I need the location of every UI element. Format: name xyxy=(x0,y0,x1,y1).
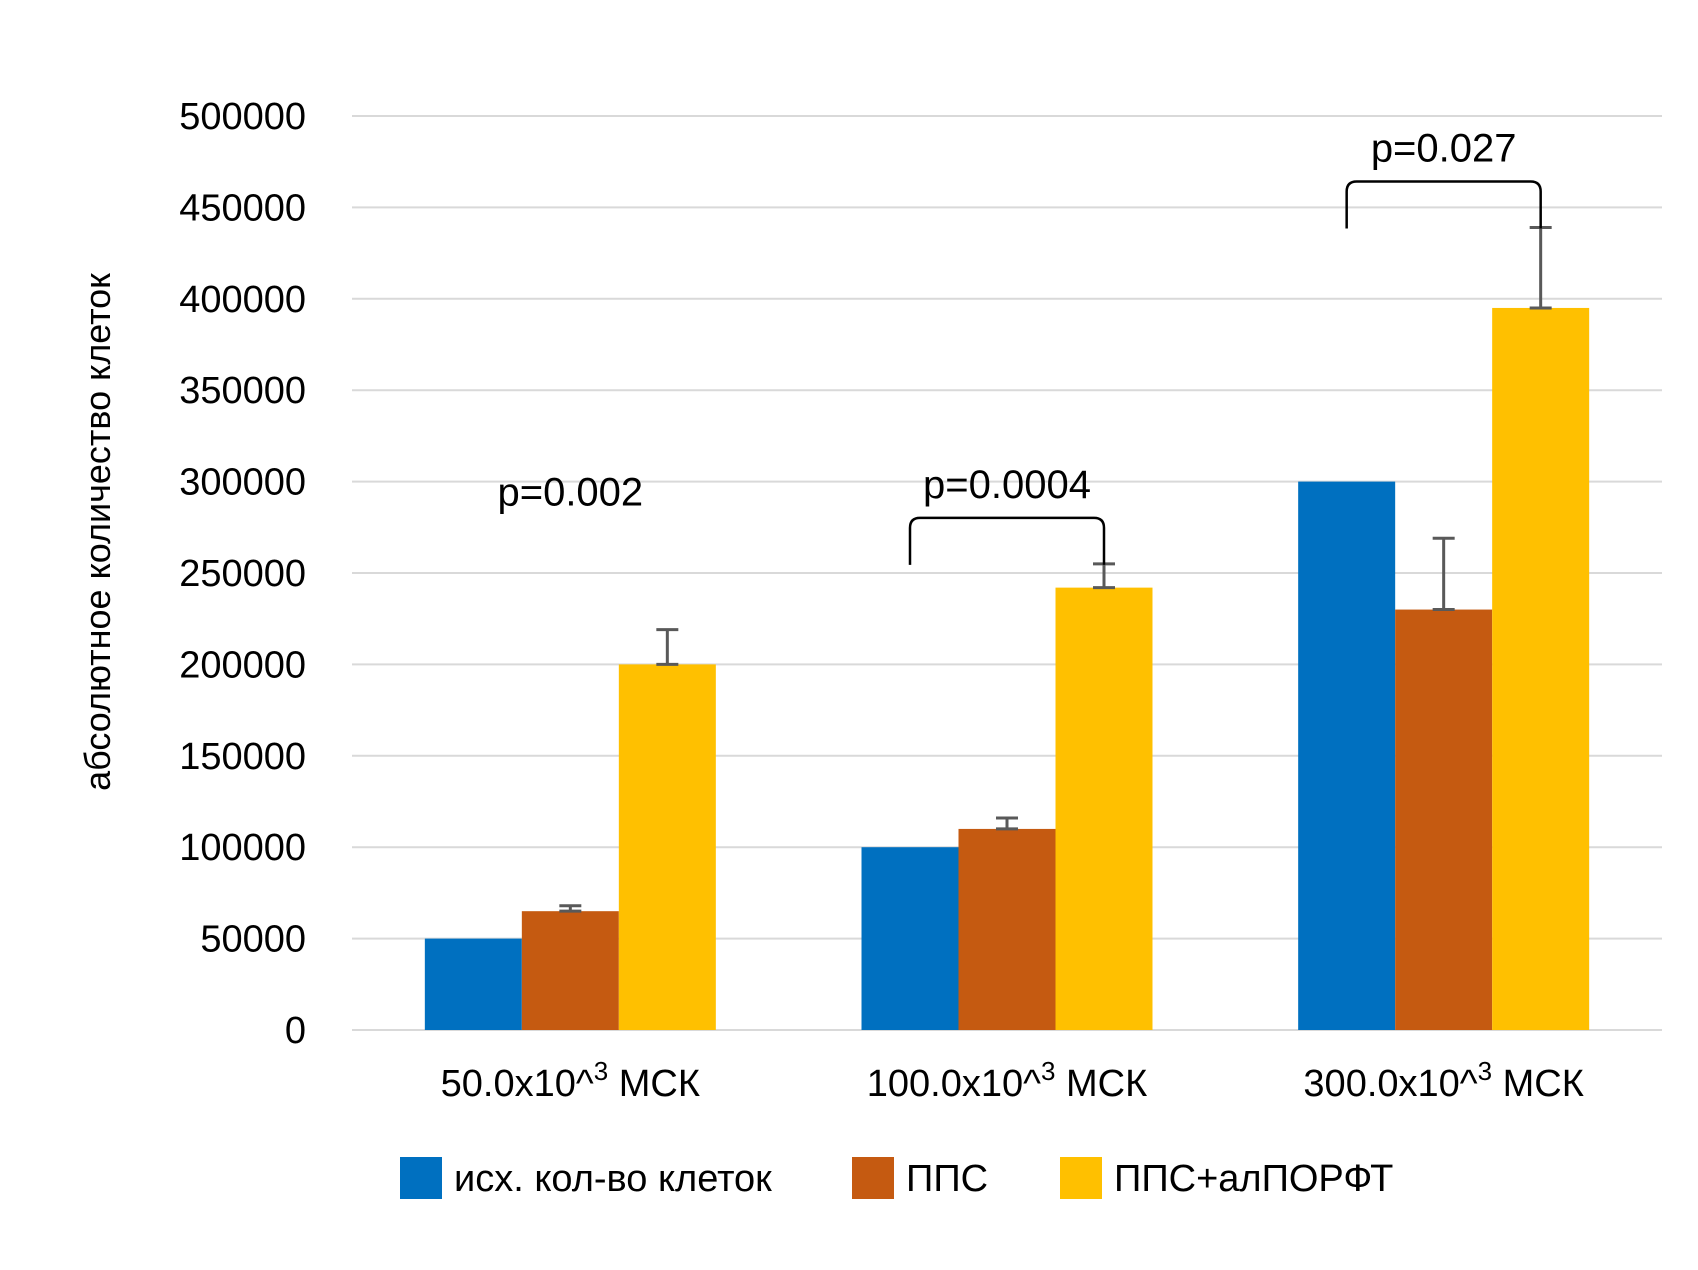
legend-swatch xyxy=(852,1157,894,1199)
x-category-exponent: 3 xyxy=(594,1056,608,1086)
y-tick-label: 300000 xyxy=(179,462,306,504)
x-category-exponent: 3 xyxy=(1041,1056,1055,1086)
x-category-base: 300.0x10^ xyxy=(1303,1063,1477,1105)
bar xyxy=(521,911,619,1030)
bar xyxy=(618,664,716,1030)
x-axis-categories: 50.0x10^3 МСК 100.0x10^3 МСК 300.0x10^3 МС… xyxy=(441,1056,1584,1105)
x-category-base: 50.0x10^ xyxy=(441,1063,594,1105)
x-category-base: 100.0x10^ xyxy=(867,1063,1041,1105)
bar xyxy=(861,847,959,1030)
bar xyxy=(1492,307,1590,1030)
legend-label: ППС xyxy=(906,1158,988,1200)
y-axis-ticks: 0 50000 100000 150000 200000 250000 300000 3500… xyxy=(179,96,306,1052)
significance-annotations: p=0.002 p=0.0004 p=0.027 xyxy=(497,127,1542,565)
p-value-label: p=0.002 xyxy=(497,471,643,515)
significance-bracket xyxy=(1345,180,1542,229)
y-tick-label: 350000 xyxy=(179,370,306,412)
y-tick-label: 100000 xyxy=(179,827,306,869)
legend-swatch xyxy=(400,1157,442,1199)
p-value-label: p=0.0004 xyxy=(923,463,1091,507)
error-bars xyxy=(559,226,1552,913)
legend-swatch xyxy=(1060,1157,1102,1199)
bar xyxy=(1055,587,1153,1030)
x-category-suffix: МСК xyxy=(608,1063,700,1105)
y-tick-label: 250000 xyxy=(179,553,306,595)
bar xyxy=(1298,481,1396,1031)
bars xyxy=(424,307,1590,1031)
y-tick-label: 500000 xyxy=(179,96,306,138)
y-tick-label: 400000 xyxy=(179,279,306,321)
x-category-exponent: 3 xyxy=(1478,1056,1492,1086)
significance-bracket xyxy=(908,516,1106,565)
y-tick-label: 0 xyxy=(285,1010,306,1052)
x-category-label: 50.0x10^3 МСК xyxy=(441,1056,700,1105)
y-tick-label: 50000 xyxy=(200,919,306,961)
y-axis-label: абсолютное количество клеток xyxy=(77,273,118,791)
p-value-label: p=0.027 xyxy=(1371,127,1517,171)
y-tick-label: 200000 xyxy=(179,644,306,686)
legend-label: ППС+алПОРФТ xyxy=(1114,1158,1393,1200)
legend: исх. кол-во клеток ППС ППС+алПОРФТ xyxy=(400,1157,1393,1200)
x-category-label: 300.0x10^3 МСК xyxy=(1303,1056,1583,1105)
bar xyxy=(958,828,1056,1030)
x-category-suffix: МСК xyxy=(1055,1063,1147,1105)
x-category-label: 100.0x10^3 МСК xyxy=(867,1056,1147,1105)
y-tick-label: 450000 xyxy=(179,187,306,229)
legend-label: исх. кол-во клеток xyxy=(454,1158,772,1200)
bar xyxy=(424,938,522,1030)
x-category-suffix: МСК xyxy=(1492,1063,1584,1105)
bar xyxy=(1395,609,1493,1030)
y-tick-label: 150000 xyxy=(179,736,306,778)
